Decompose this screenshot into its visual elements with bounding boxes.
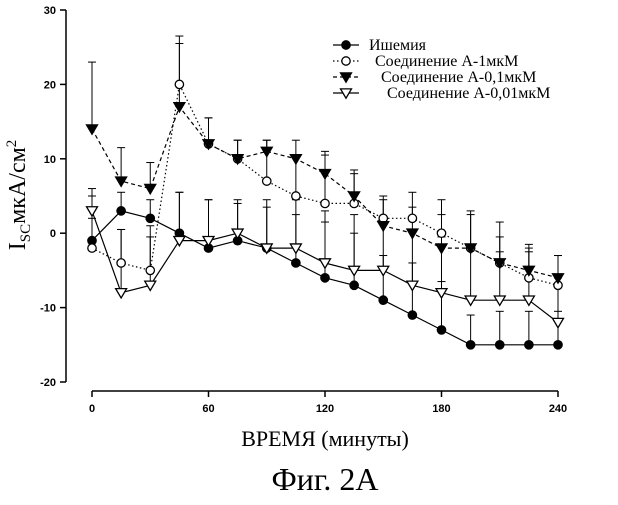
y-tick-label: -20: [40, 377, 56, 389]
data-point-series-3: [143, 183, 157, 196]
data-point-series-2: [87, 243, 97, 253]
x-tick-label: 0: [89, 403, 95, 415]
x-axis-label: ВРЕМЯ (минуты): [241, 426, 409, 451]
data-point-series-3: [289, 154, 303, 166]
data-point-series-1: [524, 339, 534, 350]
data-point-series-1: [378, 295, 389, 306]
data-point-series-4: [405, 280, 420, 292]
data-point-series-1: [436, 325, 447, 335]
x-tick-label: 180: [432, 403, 450, 415]
data-point-series-4: [463, 295, 478, 307]
data-point-series-2: [291, 191, 301, 201]
data-point-series-3: [434, 243, 449, 255]
y-axis-label-main: I: [5, 242, 31, 250]
data-point-series-4: [493, 295, 507, 307]
x-tick-label: 240: [549, 403, 567, 415]
data-point-series-3: [405, 228, 420, 240]
legend-marker-1: [341, 40, 351, 50]
axes-group: [60, 9, 559, 397]
data-point-series-1: [494, 339, 505, 350]
data-point-series-3: [230, 154, 245, 166]
data-point-series-4: [289, 243, 303, 255]
legend-label-3: Соединение А-0,1мкМ: [381, 69, 536, 86]
data-point-series-2: [261, 176, 272, 186]
data-point-series-2: [145, 265, 156, 276]
data-point-series-4: [318, 258, 332, 270]
data-point-series-3: [260, 146, 274, 158]
data-point-series-3: [172, 101, 187, 114]
data-point-series-3: [551, 273, 565, 285]
y-tick-label: 30: [44, 5, 56, 17]
data-point-series-3: [201, 139, 216, 151]
legend-label-1: Ишемия: [369, 37, 427, 54]
data-point-series-3: [347, 191, 361, 203]
x-tick-label: 120: [316, 403, 334, 415]
y-axis-label-subscript: SC: [18, 224, 34, 242]
data-point-series-4: [347, 265, 361, 277]
data-point-series-1: [465, 339, 476, 350]
data-point-series-1: [320, 272, 330, 283]
y-tick-label: 20: [44, 79, 56, 91]
data-point-series-4: [434, 287, 449, 300]
y-tick-label: 10: [44, 154, 56, 166]
data-point-series-4: [376, 265, 390, 277]
data-point-series-1: [407, 310, 418, 320]
y-axis-label-unit: мкА/см: [5, 147, 31, 224]
data-point-series-3: [376, 220, 390, 233]
data-point-series-2: [436, 228, 447, 239]
data-point-series-3: [318, 168, 332, 181]
y-tick-label: -10: [40, 303, 56, 315]
data-point-series-4: [551, 317, 565, 329]
y-tick-labels: -20 -10 0 10 20 30: [40, 5, 56, 389]
data-point-series-3: [463, 243, 478, 255]
data-point-series-2: [407, 213, 418, 224]
data-point-series-3: [85, 124, 99, 136]
data-point-series-3: [114, 176, 128, 188]
legend-label-4: Соединение А-0,01мкМ: [387, 85, 550, 102]
data-point-series-1: [349, 280, 359, 291]
data-point-series-2: [320, 198, 330, 209]
legend-label-2: Соединение А-1мкМ: [375, 53, 518, 70]
y-tick-label: 0: [50, 228, 56, 240]
data-point-series-4: [114, 287, 128, 300]
x-tick-labels: 0 60 120 180 240: [89, 403, 567, 415]
data-point-series-4: [230, 228, 245, 240]
data-point-series-4: [522, 295, 536, 307]
y-axis-label-superscript: 2: [4, 140, 20, 148]
data-point-series-4: [85, 206, 99, 218]
figure-caption: Фиг. 2А: [271, 461, 378, 497]
markers-group: [85, 79, 565, 350]
legend-marker-2: [341, 56, 351, 66]
data-point-series-4: [143, 280, 157, 292]
data-point-series-4: [172, 235, 187, 248]
data-point-series-2: [116, 258, 126, 268]
data-point-series-1: [291, 258, 301, 268]
data-point-series-1: [116, 206, 126, 216]
legend-marker-3: [339, 72, 353, 84]
data-point-series-1: [145, 213, 156, 224]
data-point-series-3: [493, 258, 507, 270]
x-tick-label: 60: [202, 403, 214, 415]
series-line-3: [91, 105, 559, 279]
data-point-series-4: [201, 235, 216, 248]
data-point-series-1: [553, 339, 563, 350]
data-point-series-2: [174, 79, 185, 90]
y-axis-label: ISCмкА/см2: [4, 140, 34, 251]
data-point-series-4: [260, 243, 274, 255]
legend-marker-4: [339, 88, 353, 100]
data-point-series-3: [522, 265, 536, 277]
